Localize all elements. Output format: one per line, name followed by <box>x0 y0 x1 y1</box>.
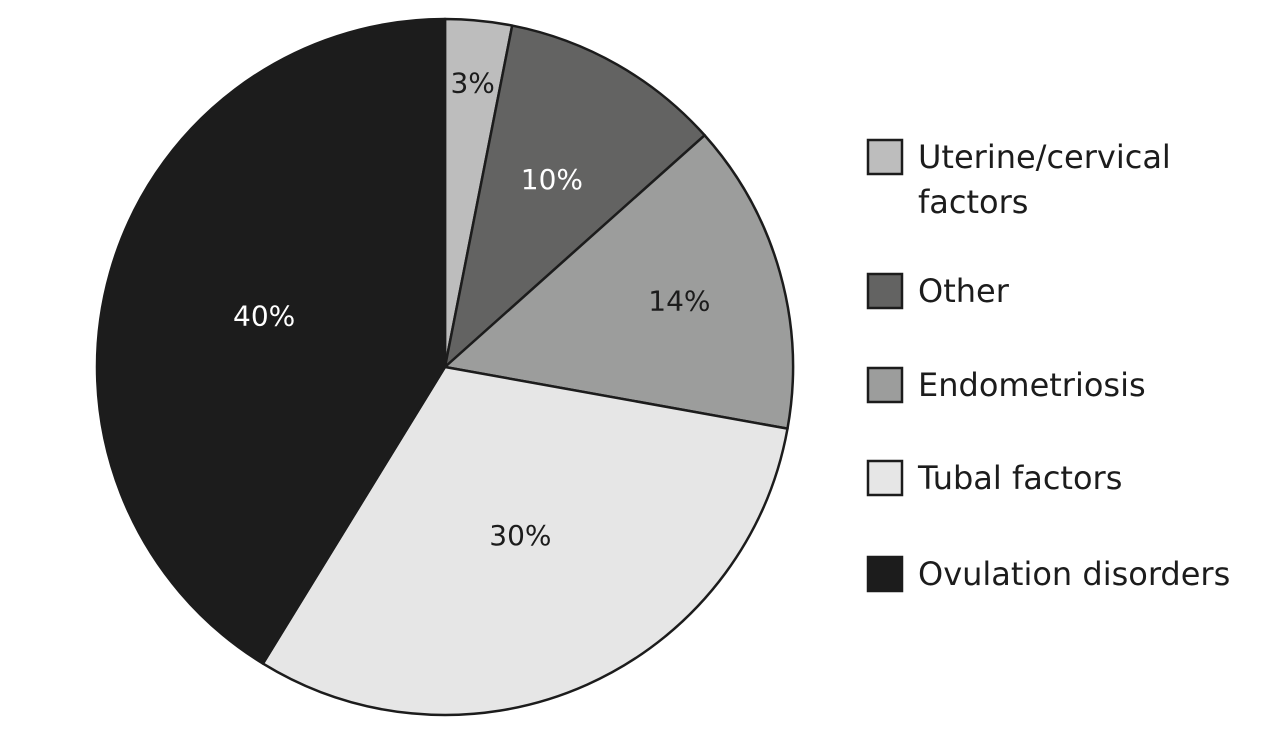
legend-swatch <box>866 138 904 176</box>
legend-swatch <box>866 272 904 310</box>
legend-swatch <box>866 459 904 497</box>
legend-item-ovulation-disorders: Ovulation disorders <box>866 555 1230 593</box>
legend-label: Endometriosis <box>918 366 1146 404</box>
legend-label: Ovulation disorders <box>918 555 1230 593</box>
legend-item-uterine-cervical-factors: Uterine/cervical factors <box>866 138 1171 221</box>
legend-item-other: Other <box>866 272 1010 310</box>
legend-item-tubal-factors: Tubal factors <box>866 459 1122 497</box>
legend-label: Tubal factors <box>917 459 1122 497</box>
slice-value-label: 10% <box>521 163 583 196</box>
slice-value-label: 3% <box>450 66 494 99</box>
slice-value-label: 14% <box>648 284 710 317</box>
legend-label: Other <box>918 272 1010 310</box>
pie-slice-ovulation-disorders <box>95 17 447 665</box>
legend-item-endometriosis: Endometriosis <box>866 366 1146 404</box>
pie-slice-tubal-factors <box>261 365 789 717</box>
pie-slices <box>95 17 795 717</box>
pie-slice-other <box>443 24 706 369</box>
legend-swatch <box>866 555 904 593</box>
legend-label: factors <box>918 183 1028 221</box>
pie-slice-endometriosis <box>443 134 795 430</box>
legend-label: Uterine/cervical <box>918 138 1171 176</box>
legend: Uterine/cervical factors Other Endometriosi… <box>866 138 1230 593</box>
slice-value-label: 40% <box>233 299 295 332</box>
legend-swatch <box>866 366 904 404</box>
pie-value-labels: 3% 10% 14% 30% 40% <box>233 66 711 551</box>
slice-value-label: 30% <box>489 519 551 552</box>
